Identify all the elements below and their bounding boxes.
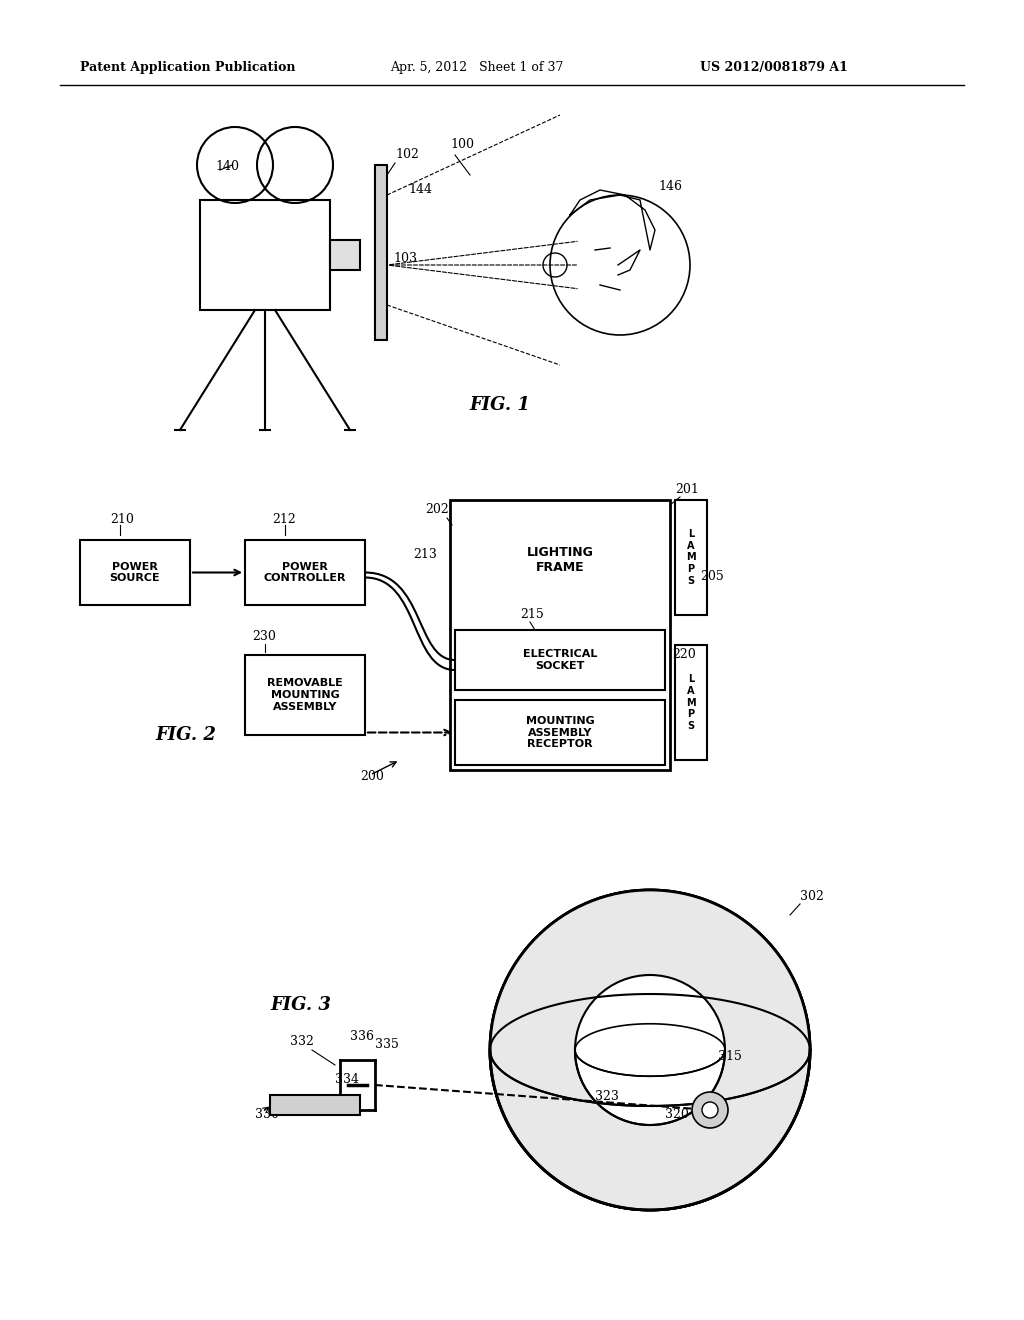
Bar <box>80 540 190 605</box>
Text: L
A
M
P
S: L A M P S <box>686 529 696 586</box>
Text: 330: 330 <box>255 1107 279 1121</box>
Text: 140: 140 <box>215 160 239 173</box>
Text: 215: 215 <box>520 609 544 620</box>
Polygon shape <box>575 1049 725 1125</box>
Bar <box>455 630 665 690</box>
Text: 315: 315 <box>718 1049 741 1063</box>
Text: LIGHTING
FRAME: LIGHTING FRAME <box>526 546 594 574</box>
Text: 230: 230 <box>252 630 275 643</box>
Text: 302: 302 <box>800 890 824 903</box>
Text: FIG. 1: FIG. 1 <box>470 396 530 414</box>
Bar <box>245 540 365 605</box>
Text: 102: 102 <box>395 148 419 161</box>
Text: MOUNTING
ASSEMBLY
RECEPTOR: MOUNTING ASSEMBLY RECEPTOR <box>525 715 594 750</box>
Text: 201: 201 <box>675 483 698 496</box>
Text: REMOVABLE
MOUNTING
ASSEMBLY: REMOVABLE MOUNTING ASSEMBLY <box>267 678 343 711</box>
Text: L
A
M
P
S: L A M P S <box>686 675 696 731</box>
Bar <box>455 700 665 766</box>
Text: POWER
SOURCE: POWER SOURCE <box>110 562 161 583</box>
Text: 103: 103 <box>393 252 417 265</box>
Text: FIG. 2: FIG. 2 <box>155 726 216 744</box>
Text: 100: 100 <box>450 139 474 150</box>
Bar <box>675 645 707 760</box>
Circle shape <box>702 1102 718 1118</box>
Bar <box>450 500 670 770</box>
Text: US 2012/0081879 A1: US 2012/0081879 A1 <box>700 62 848 74</box>
Circle shape <box>692 1092 728 1129</box>
Text: 212: 212 <box>272 513 296 525</box>
Text: Apr. 5, 2012   Sheet 1 of 37: Apr. 5, 2012 Sheet 1 of 37 <box>390 62 563 74</box>
Text: POWER
CONTROLLER: POWER CONTROLLER <box>264 562 346 583</box>
Text: Patent Application Publication: Patent Application Publication <box>80 62 296 74</box>
Text: 210: 210 <box>110 513 134 525</box>
Circle shape <box>575 975 725 1125</box>
Text: 202: 202 <box>425 503 449 516</box>
Text: 200: 200 <box>360 770 384 783</box>
Text: 213: 213 <box>413 548 437 561</box>
Text: 220: 220 <box>672 648 695 661</box>
Text: 336: 336 <box>350 1030 374 1043</box>
Text: ELECTRICAL
SOCKET: ELECTRICAL SOCKET <box>523 649 597 671</box>
Bar <box>270 1096 360 1115</box>
Text: 332: 332 <box>290 1035 314 1048</box>
Bar <box>675 500 707 615</box>
Text: 144: 144 <box>408 183 432 195</box>
Text: 320: 320 <box>665 1107 689 1121</box>
Bar <box>245 655 365 735</box>
Polygon shape <box>490 1049 810 1210</box>
Text: 334: 334 <box>335 1073 359 1086</box>
Bar <box>330 240 360 271</box>
Text: 323: 323 <box>595 1090 618 1104</box>
Bar <box>375 165 387 341</box>
Text: 205: 205 <box>700 570 724 583</box>
Circle shape <box>490 890 810 1210</box>
Text: 335: 335 <box>375 1038 399 1051</box>
Polygon shape <box>490 994 810 1049</box>
Bar <box>200 201 330 310</box>
Text: 146: 146 <box>658 180 682 193</box>
Text: FIG. 3: FIG. 3 <box>270 997 331 1014</box>
